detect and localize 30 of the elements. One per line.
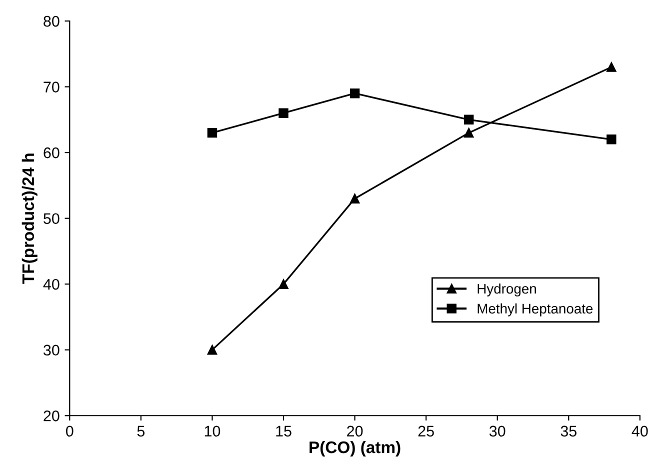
point — [350, 88, 360, 98]
point — [207, 345, 218, 355]
y-axis-title: TF(product)/24 h — [22, 154, 38, 284]
y-tick-label: 40 — [43, 278, 60, 290]
x-tick-label: 40 — [632, 426, 648, 437]
x-tick-label: 15 — [276, 426, 292, 437]
point — [606, 134, 616, 144]
y-tick-label: 50 — [44, 213, 60, 224]
y-tick-label: 80 — [44, 16, 60, 27]
point — [278, 108, 288, 118]
point — [278, 279, 288, 289]
x-tick-label: 25 — [418, 426, 434, 437]
legend-label: Hydrogen — [478, 283, 536, 296]
x-tick-label: 20 — [347, 426, 363, 437]
point — [350, 194, 360, 204]
x-tick-label: 5 — [137, 426, 145, 437]
legend-label: Methyl Heptanoate — [478, 303, 593, 316]
y-tick-label: 70 — [44, 82, 60, 92]
x-axis-title: P(CO) (atm) — [310, 440, 400, 457]
x-tick-label: 35 — [560, 426, 577, 437]
x-tick-label: 0 — [66, 426, 74, 437]
point — [464, 128, 474, 138]
point — [464, 114, 474, 125]
y-tick-label: 30 — [44, 344, 60, 356]
x-tick-label: 30 — [489, 426, 506, 437]
y-tick-label: 20 — [44, 410, 60, 422]
x-tick-label: 10 — [204, 426, 220, 437]
point — [207, 128, 218, 138]
y-tick-label: 60 — [44, 147, 60, 158]
point — [606, 62, 616, 72]
